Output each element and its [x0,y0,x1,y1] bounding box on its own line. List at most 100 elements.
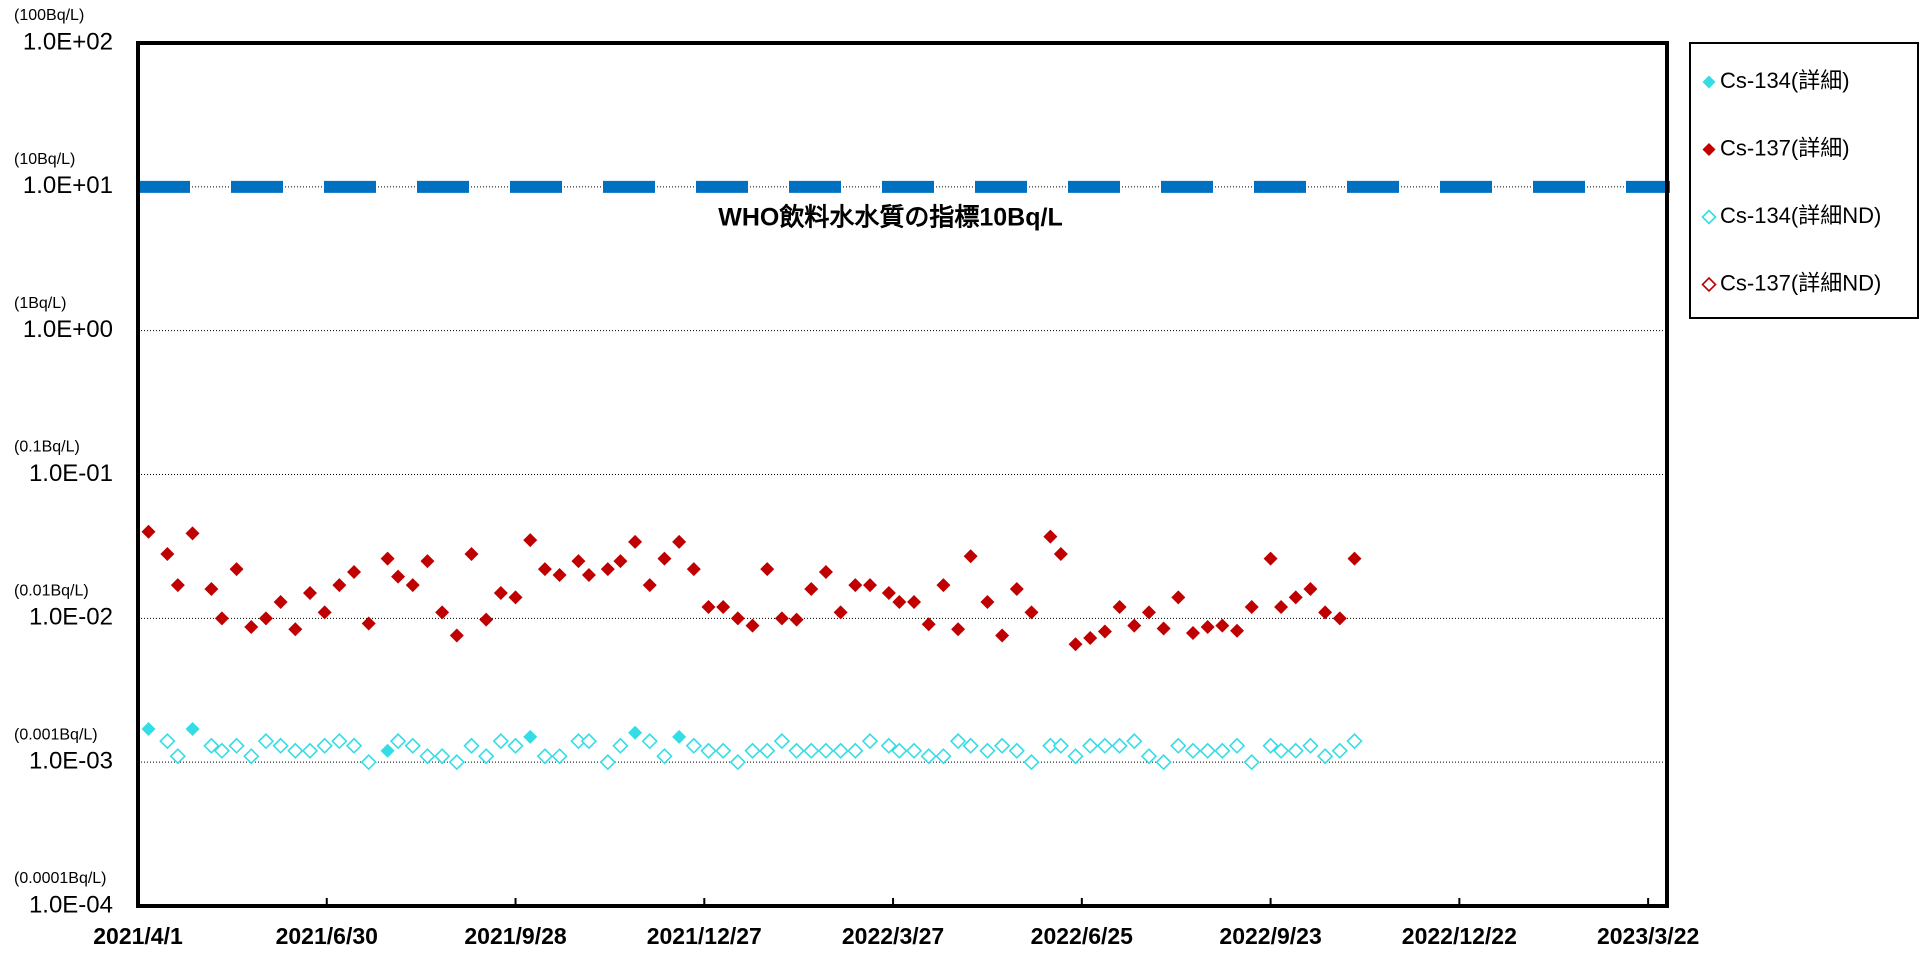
point [951,622,966,637]
x-tick-label: 2021/12/27 [647,923,762,949]
point [204,581,219,596]
point [920,748,937,765]
legend-box [1689,42,1919,319]
point [523,729,538,744]
point [686,562,701,577]
point [962,737,979,754]
point [612,737,629,754]
point [523,533,538,548]
point [448,754,465,771]
point [360,754,377,771]
point [1023,754,1040,771]
point [1347,551,1362,566]
point [405,578,420,593]
y-tick-label: 1.0E-02 [29,604,113,631]
point [1200,620,1215,635]
point [493,586,508,601]
point [1096,737,1114,754]
y-tick-label: 1.0E+01 [23,172,113,199]
point [936,578,951,593]
point [169,748,186,765]
x-tick-label: 2021/6/30 [276,923,378,949]
point [803,742,820,759]
point [833,605,848,620]
point [1316,748,1334,765]
point [185,526,200,541]
point [672,534,687,549]
point [760,562,775,577]
point [389,733,407,750]
y-tick-note: (0.0001Bq/L) [14,870,107,887]
point [804,581,819,596]
point [891,742,908,759]
point [213,742,231,759]
point [1052,737,1069,754]
grid [137,186,1667,906]
plot-frame [136,41,1669,908]
legend-marker [1702,75,1716,89]
point [995,628,1010,643]
point [935,748,952,765]
point [449,628,464,643]
point [980,594,995,609]
point [1141,605,1156,620]
y-tick-label: 1.0E-03 [29,748,113,775]
point [1288,590,1303,605]
point [463,737,480,754]
point [1042,737,1059,754]
point [1112,599,1127,614]
point [716,599,731,614]
point [657,551,672,566]
point [228,737,245,754]
y-tick-note: (10Bq/L) [14,151,75,168]
point [507,737,524,754]
point [570,733,587,750]
point [1156,621,1171,636]
point [880,737,897,754]
point [847,742,864,759]
y-tick-note: (1Bq/L) [14,295,66,312]
point [613,554,628,569]
point [600,562,615,577]
point [141,722,156,737]
point [774,611,789,626]
point [391,569,406,584]
point [1009,581,1024,596]
point [1170,737,1187,754]
point [1263,551,1278,566]
point [979,742,996,759]
point [1332,611,1347,626]
point [715,742,732,759]
point [1287,742,1304,759]
point [229,562,244,577]
point [1024,605,1039,620]
point [551,748,568,765]
y-tick-label: 1.0E+00 [23,316,113,343]
point [316,737,333,754]
point [1244,599,1259,614]
point [1303,581,1318,596]
point [1053,547,1068,562]
point [537,562,552,577]
point [1262,737,1279,754]
point [905,742,923,759]
point [744,742,761,759]
point [347,564,362,579]
legend-label: Cs-137(詳細) [1720,135,1850,160]
point [1346,733,1363,750]
point [1274,599,1289,614]
point [862,578,877,593]
y-tick-note: (100Bq/L) [14,7,84,24]
x-tick-label: 2021/9/28 [464,923,567,949]
point [818,564,833,579]
point [185,722,200,737]
x-tick-label: 2022/3/27 [842,923,944,949]
marks [138,180,1670,771]
point [1199,742,1216,759]
point [759,742,776,759]
point [1184,742,1202,759]
point [1126,733,1143,750]
point [243,748,260,765]
point [672,729,687,744]
